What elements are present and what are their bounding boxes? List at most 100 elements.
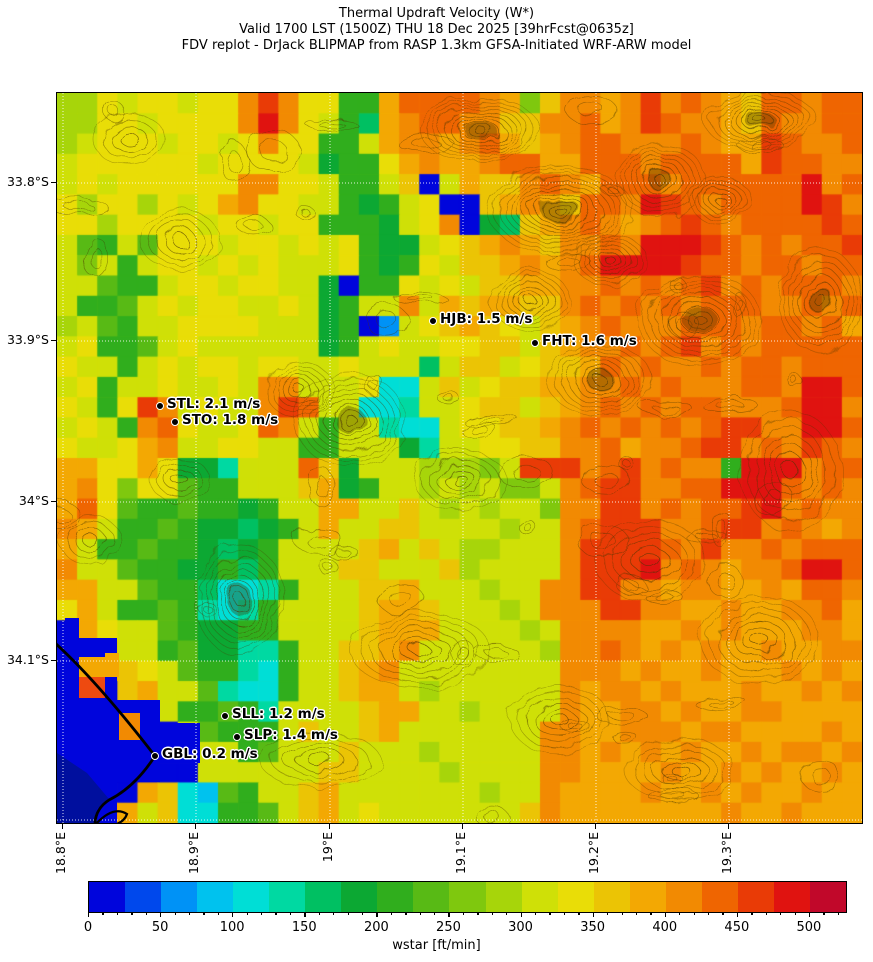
colorbar-segment <box>89 882 126 912</box>
colorbar-tick <box>563 912 566 915</box>
map-plot-area: HJB: 1.5 m/s FHT: 1.6 m/s STL: 2.1 m/s STO:… <box>56 92 863 824</box>
colorbar-segment <box>809 882 846 912</box>
colorbar-tick <box>160 912 162 917</box>
colorbar-tick <box>794 912 796 915</box>
colorbar-segment <box>485 882 522 912</box>
colorbar-segment <box>197 882 234 912</box>
colorbar-tick <box>405 912 407 915</box>
colorbar-tick <box>217 912 220 915</box>
colorbar-tick <box>174 912 176 915</box>
colorbar-tick <box>823 912 825 915</box>
colorbar-tick <box>376 912 378 917</box>
x-tick-mark <box>728 824 730 829</box>
colorbar-tick-label: 350 <box>580 920 606 935</box>
station-marker-dot <box>531 339 539 347</box>
colorbar-tick <box>318 912 320 915</box>
station-label: STO: 1.8 m/s <box>182 412 279 428</box>
colorbar-segment <box>269 882 306 912</box>
colorbar-tick-label: 100 <box>219 920 245 935</box>
colorbar-tick <box>520 912 522 917</box>
x-tick-label: 19.1°E <box>453 832 468 874</box>
deep-water-area <box>57 753 109 823</box>
colorbar-tick <box>650 912 652 915</box>
warm-cell-on-water <box>119 713 140 740</box>
station-marker-dot <box>151 752 159 760</box>
colorbar-tick-label: 500 <box>796 920 822 935</box>
colorbar-segment <box>125 882 162 912</box>
station-label: SLL: 1.2 m/s <box>232 706 325 722</box>
colorbar-tick <box>780 912 782 915</box>
water-area <box>160 723 200 763</box>
colorbar-segment <box>161 882 198 912</box>
x-tick-mark <box>62 824 64 829</box>
y-tick-mark <box>51 182 56 184</box>
colorbar-tick <box>477 912 479 915</box>
colorbar-tick <box>808 912 811 917</box>
coastline <box>57 642 157 823</box>
colorbar-segment <box>665 882 702 912</box>
colorbar-tick <box>751 912 753 915</box>
colorbar <box>88 881 847 913</box>
y-tick-mark <box>51 660 56 662</box>
colorbar-segment <box>701 882 738 912</box>
station-marker-dot <box>171 418 179 426</box>
station-label: HJB: 1.5 m/s <box>440 311 533 327</box>
colorbar-tick <box>592 912 594 917</box>
colorbar-tick <box>261 912 263 915</box>
station-label: GBL: 0.2 m/s <box>162 746 258 762</box>
water-area <box>117 700 160 782</box>
x-tick-mark <box>462 824 464 829</box>
colorbar-tick <box>347 912 349 915</box>
colorbar-tick <box>534 912 537 915</box>
colorbar-tick-label: 400 <box>652 920 678 935</box>
colorbar-tick-label: 450 <box>724 920 750 935</box>
x-tick-label: 19.2°E <box>586 832 601 874</box>
colorbar-tick <box>491 912 494 915</box>
title-block: Thermal Updraft Velocity (W*) Valid 1700… <box>0 6 873 54</box>
colorbar-segment <box>377 882 414 912</box>
x-tick-label: 19°E <box>320 832 335 863</box>
colorbar-tick <box>131 912 133 915</box>
colorbar-tick <box>203 912 205 915</box>
station-label: FHT: 1.6 m/s <box>542 333 637 349</box>
colorbar-tick <box>361 912 364 915</box>
colorbar-tick <box>549 912 551 915</box>
y-tick-mark <box>51 501 56 503</box>
colorbar-tick <box>722 912 724 915</box>
colorbar-tick-label: 200 <box>363 920 389 935</box>
colorbar-segment <box>521 882 558 912</box>
x-tick-mark <box>595 824 597 829</box>
colorbar-tick <box>837 912 840 915</box>
colorbar-segment <box>413 882 450 912</box>
colorbar-tick-label: 250 <box>436 920 461 935</box>
colorbar-segment <box>737 882 774 912</box>
colorbar-tick <box>275 912 277 915</box>
x-tick-label: 19.3°E <box>719 832 734 874</box>
warm-cell-on-water <box>79 677 105 698</box>
terrain-contours <box>57 93 862 823</box>
colorbar-label: wstar [ft/min] <box>392 938 481 953</box>
colorbar-segment <box>557 882 594 912</box>
colorbar-tick <box>664 912 667 917</box>
colorbar-tick <box>116 912 119 915</box>
colorbar-tick <box>232 912 234 917</box>
colorbar-tick <box>607 912 609 915</box>
station-marker-dot <box>221 712 229 720</box>
coastline <box>95 810 129 823</box>
colorbar-tick <box>390 912 393 915</box>
colorbar-segment <box>629 882 666 912</box>
colorbar-segment <box>305 882 342 912</box>
map-overlay-svg <box>57 93 862 823</box>
colorbar-segment <box>341 882 378 912</box>
y-tick-label: 33.8°S <box>6 174 49 189</box>
station-label: STL: 2.1 m/s <box>167 396 261 412</box>
colorbar-segment <box>233 882 270 912</box>
colorbar-tick <box>88 912 90 917</box>
warm-cell-on-water <box>79 657 105 677</box>
y-tick-mark <box>51 340 56 342</box>
colorbar-tick <box>736 912 739 917</box>
colorbar-tick <box>679 912 681 915</box>
colorbar-title: wstar [ft/min] <box>0 938 873 953</box>
x-tick-mark <box>329 824 331 829</box>
x-tick-mark <box>195 824 197 829</box>
